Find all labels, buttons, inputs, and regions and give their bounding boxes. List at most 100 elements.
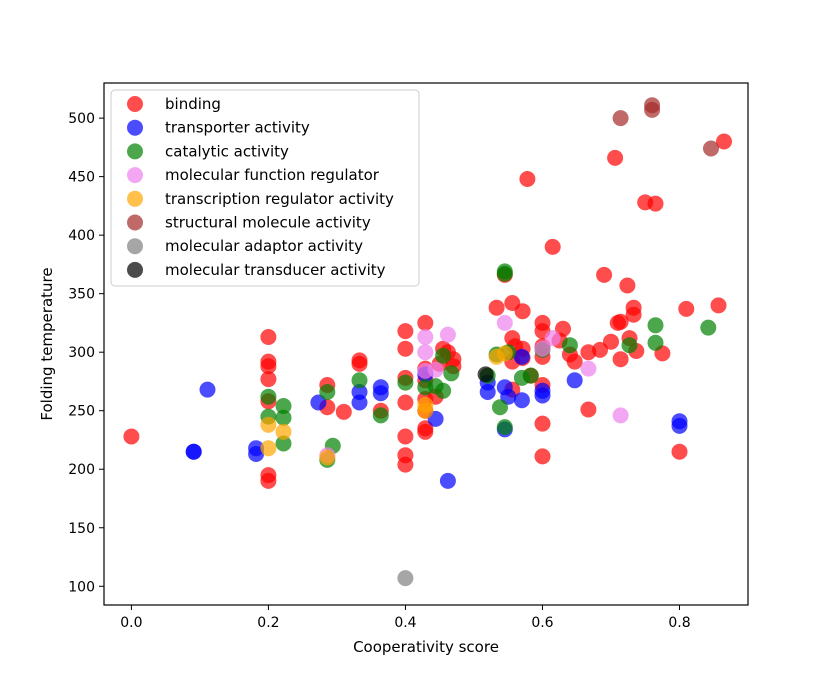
point-binding xyxy=(716,133,732,150)
point-binding xyxy=(397,394,414,411)
y-tick-label: 500 xyxy=(68,111,95,127)
point-transcription-regulator-activity xyxy=(417,402,434,419)
point-catalytic-activity xyxy=(435,382,452,399)
point-binding xyxy=(625,306,642,323)
point-transporter-activity xyxy=(534,387,551,404)
x-tick-label: 0.4 xyxy=(394,615,416,631)
legend-label-molecular-function-regulator: molecular function regulator xyxy=(165,166,380,184)
legend-label-catalytic-activity: catalytic activity xyxy=(165,142,289,160)
legend-label-transporter-activity: transporter activity xyxy=(165,119,310,137)
point-molecular-function-regulator xyxy=(612,407,629,424)
x-tick-label: 0.2 xyxy=(257,615,279,631)
point-binding xyxy=(710,297,727,314)
point-binding xyxy=(612,313,629,330)
point-molecular-function-regulator xyxy=(544,330,561,347)
point-binding xyxy=(260,358,277,375)
legend-marker-catalytic-activity xyxy=(127,143,143,160)
legend: binding transporter activity catalytic act… xyxy=(110,89,420,287)
point-binding xyxy=(397,323,414,340)
point-catalytic-activity xyxy=(496,265,513,282)
point-transporter-activity xyxy=(513,348,530,365)
point-molecular-function-regulator xyxy=(439,326,456,343)
point-transcription-regulator-activity xyxy=(275,423,292,440)
point-binding xyxy=(619,277,636,294)
point-structural-molecule-activity xyxy=(612,110,629,127)
y-tick-label: 250 xyxy=(68,404,95,420)
point-binding xyxy=(555,320,571,337)
point-catalytic-activity xyxy=(561,337,578,354)
legend-marker-structural-molecule-activity xyxy=(127,214,143,231)
point-molecular-function-regulator xyxy=(417,329,434,345)
legend-label-molecular-transducer-activity: molecular transducer activity xyxy=(165,261,386,279)
point-molecular-adaptor-activity xyxy=(397,570,414,587)
point-transporter-activity xyxy=(372,385,389,402)
point-catalytic-activity xyxy=(443,365,460,382)
legend-marker-molecular-adaptor-activity xyxy=(127,238,143,255)
point-binding xyxy=(488,299,505,316)
point-binding xyxy=(612,351,629,368)
point-binding xyxy=(351,355,368,372)
point-transporter-activity xyxy=(671,417,688,434)
point-binding xyxy=(417,423,434,440)
x-tick-label: 0.0 xyxy=(120,615,142,631)
point-transcription-regulator-activity xyxy=(260,416,277,433)
legend-marker-molecular-function-regulator xyxy=(127,167,143,184)
point-transporter-activity xyxy=(439,472,456,489)
legend-marker-transcription-regulator-activity xyxy=(127,190,143,207)
point-binding xyxy=(592,341,608,358)
y-tick-label: 150 xyxy=(68,521,95,537)
point-binding xyxy=(260,472,277,489)
point-catalytic-activity xyxy=(492,399,508,416)
point-transporter-activity xyxy=(513,392,530,409)
y-tick-label: 100 xyxy=(68,579,95,595)
point-structural-molecule-activity xyxy=(703,140,719,157)
legend-label-molecular-adaptor-activity: molecular adaptor activity xyxy=(165,237,363,255)
x-axis-ticks: 0.0 0.2 0.4 0.6 0.8 xyxy=(120,605,691,631)
point-catalytic-activity xyxy=(260,388,277,405)
point-transporter-activity xyxy=(248,446,265,462)
point-molecular-function-regulator xyxy=(534,340,551,357)
point-binding xyxy=(397,456,414,473)
point-binding xyxy=(260,371,277,388)
point-binding xyxy=(544,238,561,255)
point-transcription-regulator-activity xyxy=(319,449,336,466)
point-binding xyxy=(534,448,551,465)
point-binding xyxy=(514,303,531,320)
point-molecular-function-regulator xyxy=(496,314,513,331)
point-transporter-activity xyxy=(351,394,368,411)
point-binding xyxy=(260,329,277,345)
point-catalytic-activity xyxy=(621,337,638,354)
point-transcription-regulator-activity xyxy=(496,345,513,362)
point-molecular-function-regulator xyxy=(417,344,434,361)
y-tick-label: 450 xyxy=(68,170,95,186)
point-molecular-function-regulator xyxy=(580,360,597,377)
point-binding xyxy=(397,340,414,357)
point-binding xyxy=(417,314,434,331)
point-binding xyxy=(607,149,624,166)
point-binding xyxy=(397,428,414,445)
legend-label-binding: binding xyxy=(165,95,221,113)
point-binding xyxy=(678,300,695,317)
point-catalytic-activity xyxy=(700,319,717,336)
point-catalytic-activity xyxy=(275,398,292,414)
y-tick-label: 300 xyxy=(68,345,95,361)
point-catalytic-activity xyxy=(372,407,389,424)
y-tick-label: 400 xyxy=(68,228,95,244)
point-structural-molecule-activity xyxy=(644,101,661,118)
point-catalytic-activity xyxy=(647,334,664,351)
point-transporter-activity xyxy=(310,394,327,411)
point-binding xyxy=(580,401,597,418)
point-transporter-activity xyxy=(479,384,496,400)
point-catalytic-activity xyxy=(275,435,292,452)
legend-label-structural-molecule-activity: structural molecule activity xyxy=(165,214,371,232)
point-binding xyxy=(519,171,536,187)
point-binding xyxy=(534,415,551,432)
legend-marker-transporter-activity xyxy=(127,119,143,136)
point-catalytic-activity xyxy=(435,347,452,364)
y-tick-label: 200 xyxy=(68,462,95,478)
legend-marker-binding xyxy=(127,96,143,112)
point-transporter-activity xyxy=(199,381,216,398)
point-transcription-regulator-activity xyxy=(260,440,277,457)
legend-label-transcription-regulator-activity: transcription regulator activity xyxy=(165,190,394,208)
